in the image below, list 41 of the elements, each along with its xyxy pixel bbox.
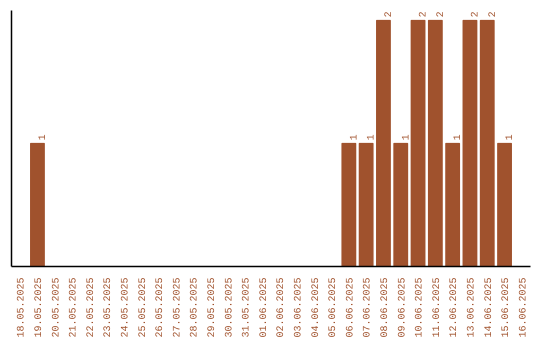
x-tick-label: 30.05.2025 [224, 277, 236, 338]
data-label: 2 [418, 11, 430, 18]
x-tick-label: 22.05.2025 [86, 277, 97, 338]
x-tick-label: 13.06.2025 [466, 277, 478, 338]
x-tick-label: 07.06.2025 [362, 277, 374, 338]
data-label: 1 [349, 134, 360, 140]
x-tick-label: 15.06.2025 [501, 277, 512, 338]
data-label: 2 [384, 11, 395, 18]
x-tick-label: 16.06.2025 [518, 277, 530, 338]
x-tick-label: 08.06.2025 [380, 277, 391, 338]
data-label: 2 [488, 11, 499, 18]
x-tick-label: 03.06.2025 [293, 277, 304, 338]
x-tick-label: 04.06.2025 [310, 277, 322, 338]
data-label: 2 [436, 11, 447, 18]
x-tick-label: 14.06.2025 [484, 277, 495, 338]
x-tick-label: 31.05.2025 [242, 277, 253, 338]
data-label: 1 [453, 134, 464, 140]
data-label: 1 [366, 134, 378, 140]
x-tick-label: 02.06.2025 [276, 277, 288, 338]
data-label: 1 [38, 134, 49, 140]
data-label: 2 [470, 11, 482, 18]
x-tick-label: 10.06.2025 [414, 277, 426, 338]
x-tick-label: 29.05.2025 [206, 277, 218, 338]
x-tick-label: 21.05.2025 [68, 277, 80, 338]
data-label: 1 [505, 134, 516, 140]
x-tick-label: 18.05.2025 [16, 277, 28, 338]
x-tick-label: 09.06.2025 [397, 277, 408, 338]
x-tick-label: 11.06.2025 [432, 277, 443, 338]
x-tick-label: 19.05.2025 [34, 277, 45, 338]
x-tick-label: 01.06.2025 [258, 277, 270, 338]
x-tick-label: 24.05.2025 [120, 277, 132, 338]
x-tick-label: 26.05.2025 [155, 277, 166, 338]
data-label: 1 [401, 134, 412, 140]
x-tick-label: 27.05.2025 [172, 277, 184, 338]
x-tick-label: 05.06.2025 [328, 277, 340, 338]
x-tick-label: 06.06.2025 [345, 277, 356, 338]
x-tick-label: 23.05.2025 [103, 277, 114, 338]
x-tick-label: 28.05.2025 [190, 277, 201, 338]
x-tick-label: 25.05.2025 [138, 277, 149, 338]
x-tick-label: 20.05.2025 [51, 277, 62, 338]
x-tick-label: 12.06.2025 [449, 277, 460, 338]
